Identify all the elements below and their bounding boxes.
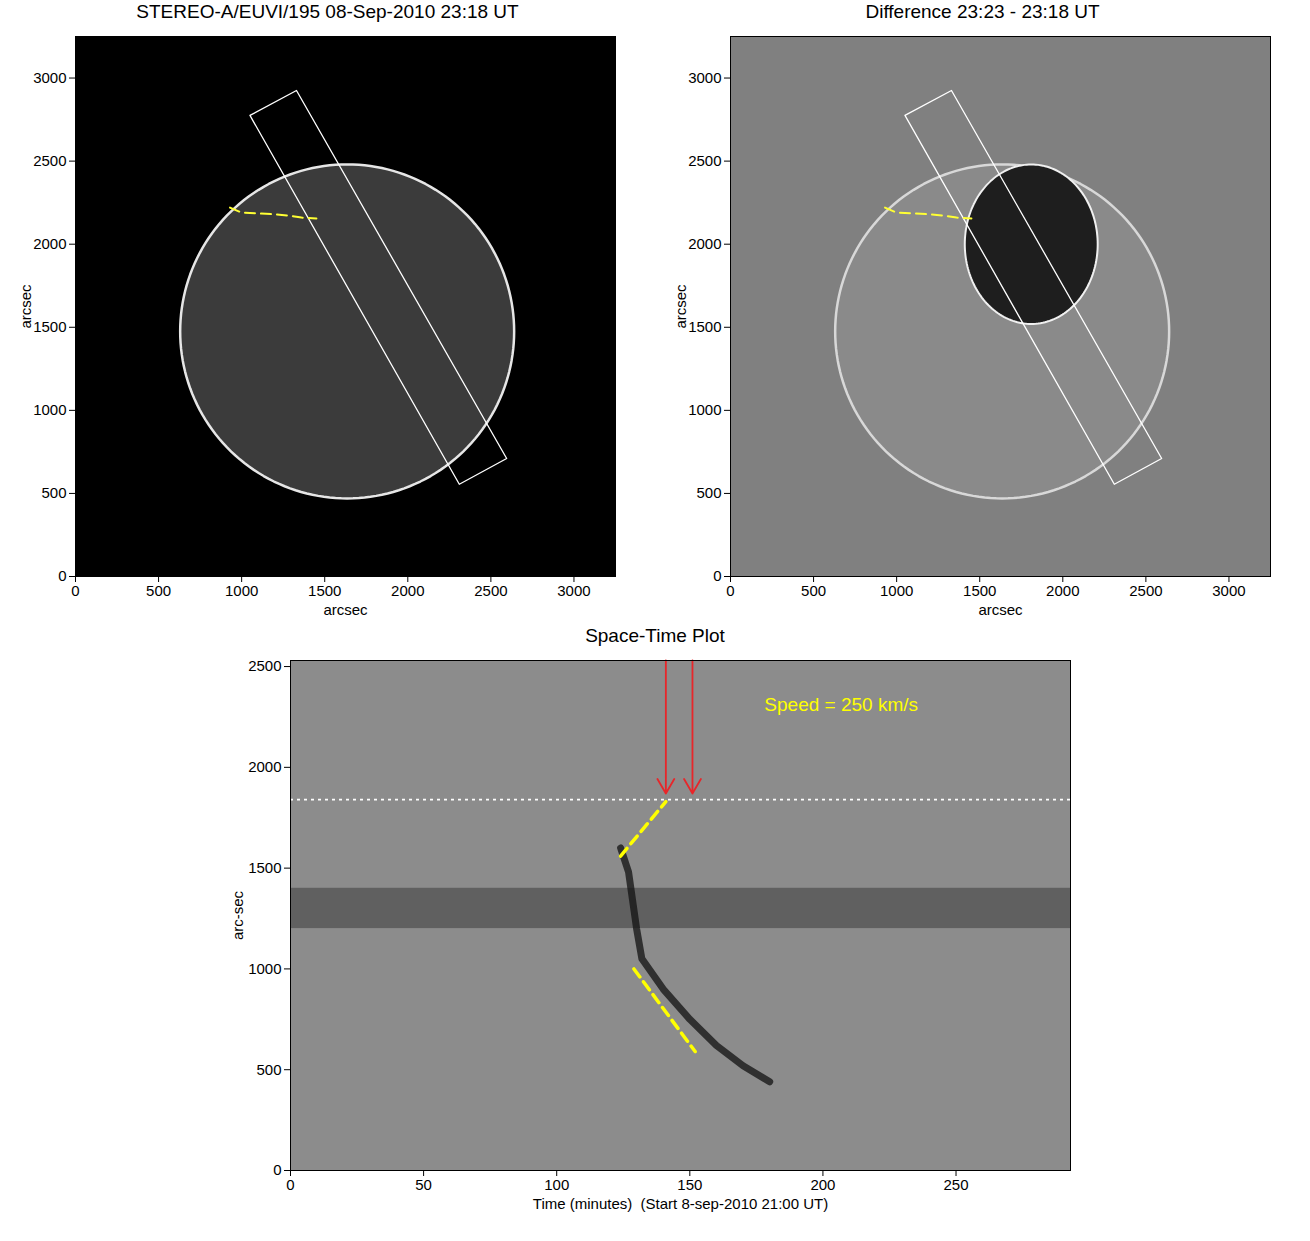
svg-text:0: 0 <box>713 567 721 584</box>
svg-text:2500: 2500 <box>1129 582 1162 599</box>
svg-text:500: 500 <box>41 484 66 501</box>
svg-text:arcsec: arcsec <box>323 601 368 618</box>
svg-text:1000: 1000 <box>33 401 66 418</box>
svg-text:0: 0 <box>286 1176 294 1193</box>
svg-text:0: 0 <box>58 567 66 584</box>
svg-text:1500: 1500 <box>963 582 996 599</box>
svg-text:200: 200 <box>810 1176 835 1193</box>
svg-text:3000: 3000 <box>33 69 66 86</box>
svg-text:Speed = 250 km/s: Speed = 250 km/s <box>764 694 918 715</box>
svg-text:3000: 3000 <box>557 582 590 599</box>
svg-text:2500: 2500 <box>33 152 66 169</box>
svg-text:0: 0 <box>273 1161 281 1178</box>
svg-text:1000: 1000 <box>248 960 281 977</box>
svg-text:500: 500 <box>146 582 171 599</box>
svg-text:2000: 2000 <box>33 235 66 252</box>
svg-text:3000: 3000 <box>1212 582 1245 599</box>
svg-text:2000: 2000 <box>248 758 281 775</box>
svg-text:arc-sec: arc-sec <box>229 890 246 940</box>
svg-text:Time (minutes) (Start 8-sep-2: Time (minutes) (Start 8-sep-2010 21:00 U… <box>533 1195 828 1212</box>
svg-text:0: 0 <box>71 582 79 599</box>
svg-text:1500: 1500 <box>248 859 281 876</box>
svg-text:500: 500 <box>696 484 721 501</box>
svg-text:1000: 1000 <box>225 582 258 599</box>
svg-text:1500: 1500 <box>308 582 341 599</box>
svg-text:100: 100 <box>544 1176 569 1193</box>
svg-text:2000: 2000 <box>1046 582 1079 599</box>
svg-text:3000: 3000 <box>688 69 721 86</box>
html-text:Difference 23:23 - 23:18 UT: Difference 23:23 - 23:18 UT <box>865 1 1100 22</box>
svg-text:2500: 2500 <box>248 657 281 674</box>
svg-text:1500: 1500 <box>688 318 721 335</box>
svg-text:1000: 1000 <box>688 401 721 418</box>
svg-text:0: 0 <box>726 582 734 599</box>
svg-text:1000: 1000 <box>880 582 913 599</box>
svg-text:50: 50 <box>415 1176 432 1193</box>
svg-text:1500: 1500 <box>33 318 66 335</box>
svg-text:500: 500 <box>801 582 826 599</box>
svg-text:2000: 2000 <box>391 582 424 599</box>
html-text:STEREO-A/EUVI/195 08-Sep-2010: STEREO-A/EUVI/195 08-Sep-2010 23:18 UT <box>136 1 519 22</box>
svg-text:2000: 2000 <box>688 235 721 252</box>
svg-text:500: 500 <box>256 1061 281 1078</box>
svg-text:arcsec: arcsec <box>17 284 34 329</box>
svg-text:arcsec: arcsec <box>672 284 689 329</box>
svg-text:150: 150 <box>677 1176 702 1193</box>
svg-text:250: 250 <box>944 1176 969 1193</box>
svg-text:arcsec: arcsec <box>978 601 1023 618</box>
svg-text:2500: 2500 <box>474 582 507 599</box>
svg-text:2500: 2500 <box>688 152 721 169</box>
html-text:Space-Time Plot: Space-Time Plot <box>585 625 725 646</box>
